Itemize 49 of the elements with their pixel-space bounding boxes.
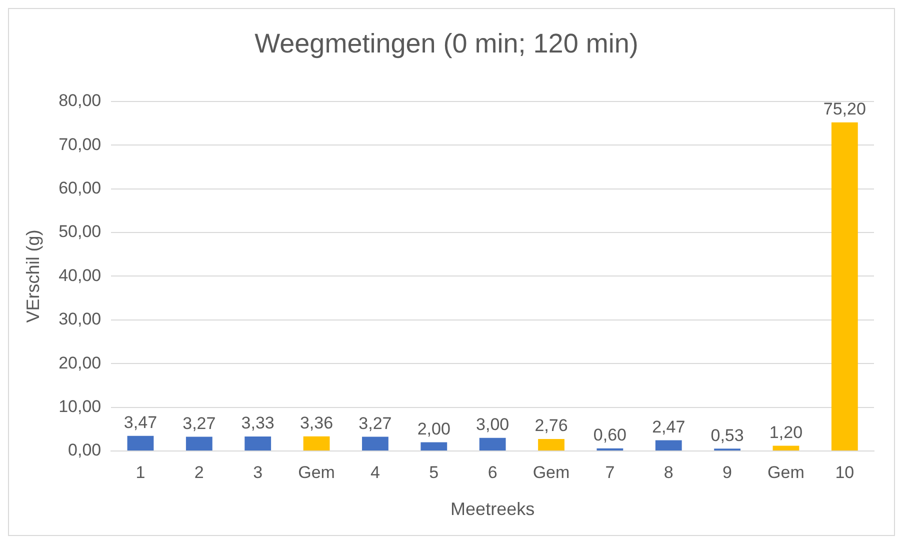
bar — [303, 436, 330, 450]
x-tick-label: 8 — [664, 462, 674, 482]
y-axis-title: VErschil (g) — [22, 230, 43, 323]
bar — [655, 440, 682, 450]
y-tick-label: 60,00 — [58, 178, 102, 198]
x-tick-label: 1 — [136, 462, 146, 482]
x-axis-title: Meetreeks — [450, 499, 535, 520]
data-label: 3,00 — [476, 415, 510, 434]
data-label: 3,27 — [358, 414, 392, 433]
data-label: 3,27 — [182, 414, 216, 433]
bar — [772, 446, 800, 450]
y-tick-label: 20,00 — [58, 353, 102, 372]
x-tick-label: Gem — [768, 462, 804, 482]
y-tick-label: 40,00 — [58, 266, 102, 285]
bar — [420, 442, 448, 450]
data-label: 3,47 — [124, 413, 158, 432]
data-label: 3,36 — [300, 414, 334, 433]
x-tick-label: 6 — [488, 462, 498, 482]
y-tick-label: 10,00 — [58, 396, 102, 416]
data-label: 3,33 — [241, 414, 274, 433]
x-tick-label: Gem — [532, 462, 570, 482]
x-tick-label: 7 — [605, 462, 615, 482]
bar — [831, 122, 858, 450]
x-tick-label: 10 — [835, 462, 854, 482]
data-label: 1,20 — [769, 422, 803, 442]
chart-title: Weegmetingen (0 min; 120 min) — [254, 28, 638, 59]
data-label: 0,53 — [710, 426, 744, 445]
y-tick-label: 0,00 — [68, 440, 102, 460]
bar — [244, 436, 272, 450]
bar — [538, 438, 564, 450]
data-label: 2,76 — [534, 416, 568, 436]
bar — [362, 436, 388, 450]
y-tick-label: 30,00 — [58, 310, 102, 329]
bar — [186, 436, 212, 450]
bar — [479, 438, 506, 450]
data-label: 75,20 — [823, 100, 866, 119]
x-tick-label: 3 — [253, 462, 263, 482]
bar — [127, 436, 154, 450]
data-label: 0,60 — [593, 426, 626, 445]
x-tick-label: 2 — [194, 462, 204, 482]
y-tick-label: 80,00 — [58, 91, 102, 110]
data-label: 2,47 — [652, 417, 686, 436]
y-tick-label: 70,00 — [58, 134, 102, 154]
y-tick-label: 50,00 — [58, 222, 102, 242]
data-label: 2,00 — [417, 419, 450, 438]
x-tick-label: 9 — [722, 462, 732, 482]
x-tick-label: Gem — [298, 462, 335, 482]
x-tick-label: 5 — [429, 462, 439, 482]
x-tick-label: 4 — [370, 462, 380, 482]
